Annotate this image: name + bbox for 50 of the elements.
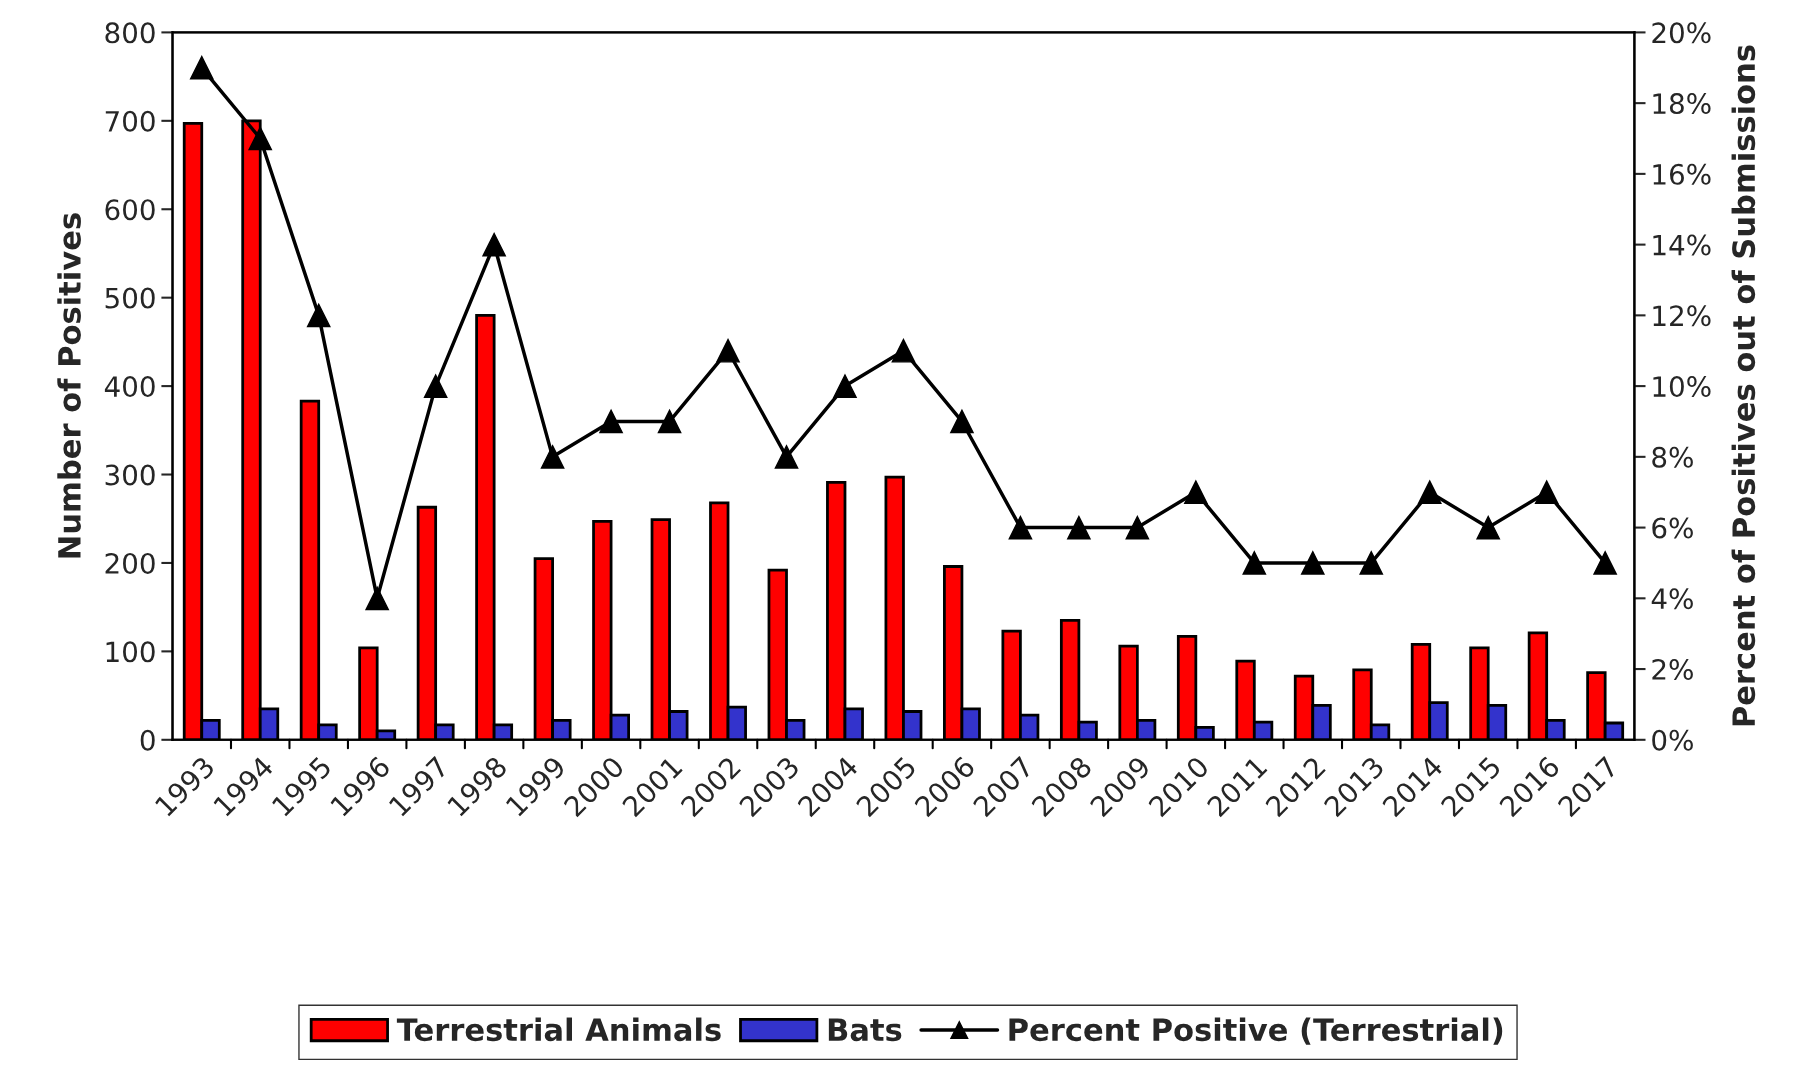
point: [1067, 515, 1091, 540]
point: [1359, 551, 1384, 575]
y2-tick-label: 4%: [1651, 588, 1693, 610]
point: [599, 409, 623, 434]
point: [891, 338, 916, 363]
point: [774, 445, 799, 469]
y2-tick-label: 10%: [1653, 376, 1711, 398]
point: [482, 232, 506, 257]
legend-label: Percent Positive (Terrestrial): [1009, 1017, 1503, 1045]
y2-tick-label: 2%: [1652, 659, 1693, 681]
y-axis-title: Number of Positives: [57, 213, 81, 558]
point: [1184, 480, 1208, 505]
y2-tick-label: 0%: [1652, 729, 1693, 751]
point: [833, 374, 857, 398]
point: [950, 409, 974, 434]
y-tick-label: 600: [105, 199, 155, 221]
point: [1242, 551, 1267, 575]
point: [1534, 480, 1559, 505]
y2-tick-label: 6%: [1652, 517, 1693, 539]
point: [1300, 551, 1325, 575]
point: [423, 374, 448, 398]
y-tick-label: 400: [104, 376, 155, 398]
y2-axis-title: Percent of Positives out of Submissions: [1731, 45, 1756, 726]
point: [1008, 515, 1033, 540]
y-tick-label: 500: [105, 287, 155, 309]
point: [1417, 480, 1442, 505]
y2-tick-label: 12%: [1653, 305, 1711, 327]
y-tick-label: 800: [105, 22, 155, 44]
point: [189, 55, 214, 80]
y-tick-label: 100: [106, 641, 155, 663]
point: [1593, 551, 1617, 575]
y2-tick-label: 18%: [1653, 93, 1711, 115]
legend-label: Bats: [828, 1018, 902, 1042]
legend-label: Terrestrial Animals: [396, 1017, 721, 1042]
y2-tick-label: 20%: [1652, 22, 1711, 44]
y2-tick-label: 14%: [1653, 234, 1711, 256]
point: [1125, 515, 1150, 540]
y2-tick-label: 16%: [1653, 163, 1711, 185]
point: [248, 126, 273, 151]
y-tick-label: 0: [140, 729, 155, 751]
y-tick-label: 200: [105, 552, 155, 574]
y-tick-label: 700: [105, 110, 155, 132]
point: [365, 586, 389, 611]
point: [1476, 515, 1501, 540]
point: [306, 303, 331, 328]
point: [540, 445, 565, 469]
y2-tick-label: 8%: [1652, 446, 1693, 468]
point: [657, 409, 682, 434]
point: [716, 338, 740, 363]
y-tick-label: 300: [105, 464, 155, 486]
